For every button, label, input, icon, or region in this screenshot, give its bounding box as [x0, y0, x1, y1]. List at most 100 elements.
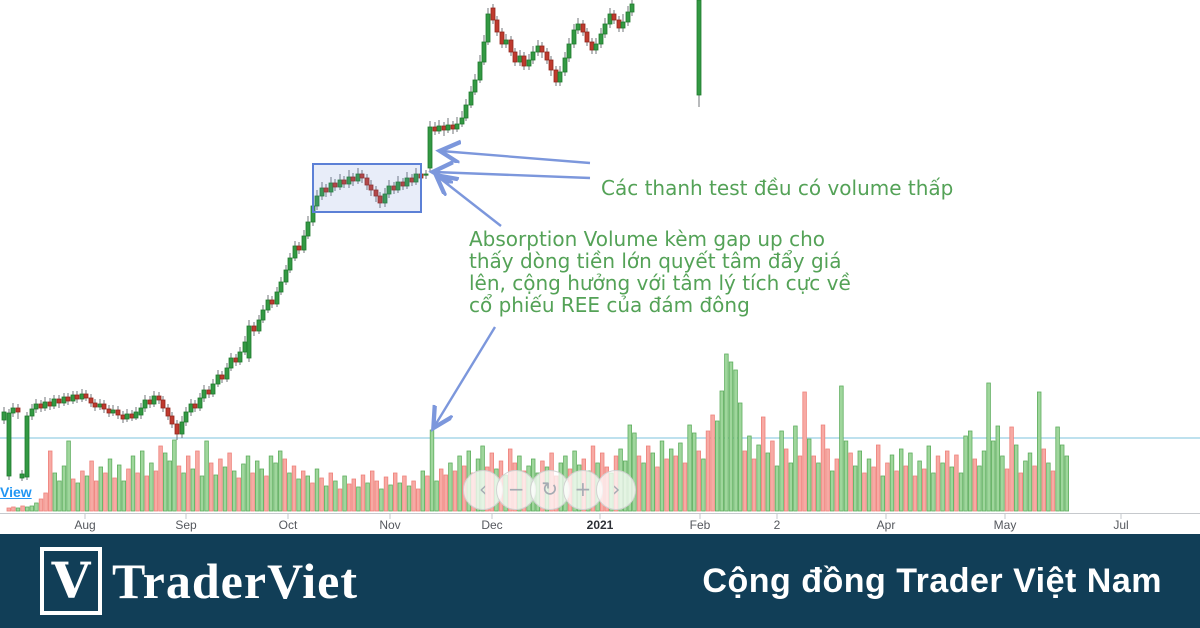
candle: [251, 325, 257, 332]
volume-bar: [650, 452, 655, 512]
candle: [481, 41, 487, 63]
volume-bar: [162, 452, 168, 512]
volume-bar: [24, 506, 30, 512]
annotation-arrow: [437, 176, 502, 227]
candle: [133, 411, 139, 419]
volume-bar: [222, 466, 228, 512]
candle: [246, 325, 252, 359]
candle: [147, 399, 153, 405]
candle: [535, 45, 541, 53]
volume-bar: [673, 455, 678, 512]
volume-bar: [972, 458, 977, 512]
volume-bar: [963, 435, 968, 512]
volume-bar: [830, 470, 835, 512]
volume-bar: [756, 444, 761, 512]
volume-bar: [935, 455, 941, 512]
volume-bar: [199, 475, 205, 512]
volume-bar: [733, 369, 738, 512]
volume-bar: [388, 484, 393, 512]
volume-bar: [885, 462, 890, 512]
candle: [571, 29, 577, 45]
volume-bar: [922, 468, 927, 512]
volume-bar: [862, 472, 867, 512]
volume-bar: [834, 458, 839, 512]
volume-bar: [236, 477, 241, 512]
volume-bar: [1027, 452, 1033, 512]
x-axis-label: May: [993, 518, 1017, 532]
candle: [494, 19, 500, 33]
candle: [566, 43, 572, 59]
candle: [553, 69, 559, 83]
candle: [539, 45, 545, 53]
candle: [237, 351, 243, 363]
volume-bar: [149, 462, 154, 512]
candle: [179, 421, 185, 435]
candle: [292, 245, 298, 259]
volume-bar: [908, 452, 913, 512]
volume-bar: [98, 466, 103, 512]
volume-bar: [678, 442, 683, 512]
x-axis-label: Dec: [481, 518, 503, 532]
candle: [341, 179, 347, 185]
volume-bar: [1023, 460, 1028, 512]
candle: [29, 408, 35, 417]
candle: [151, 395, 157, 405]
volume-bar: [682, 462, 688, 512]
volume-bar: [977, 465, 982, 512]
annotation-arrow: [434, 326, 497, 427]
candle: [589, 41, 595, 51]
volume-bar: [719, 390, 724, 512]
candle: [395, 181, 401, 191]
volume-bar: [181, 472, 186, 512]
volume-bar: [1046, 462, 1051, 512]
volume-bar: [66, 440, 71, 512]
candle: [169, 415, 175, 425]
candle: [427, 126, 433, 169]
candle: [301, 235, 307, 251]
volume-bar: [820, 424, 826, 512]
volume-bar: [728, 361, 734, 512]
volume-bar: [208, 462, 214, 512]
candle: [115, 409, 121, 416]
volume-bar: [710, 414, 715, 512]
volume-bar: [250, 472, 255, 512]
volume-bar: [991, 440, 996, 512]
x-axis-label: Oct: [278, 518, 298, 532]
volume-bar: [319, 477, 324, 512]
volume-bar: [889, 454, 895, 512]
volume-bar: [1004, 468, 1010, 512]
candle: [526, 59, 532, 67]
candle: [616, 19, 622, 29]
candle: [51, 398, 57, 407]
volume-bar: [75, 482, 80, 512]
volume-bar: [968, 430, 973, 512]
volume-bar: [52, 472, 57, 512]
candle: [88, 397, 94, 404]
volume-bar: [360, 474, 366, 512]
volume-bar: [351, 478, 356, 512]
candle: [377, 195, 383, 204]
volume-bar: [687, 424, 692, 512]
volume-bar: [761, 416, 766, 512]
tradingview-watermark-link[interactable]: View: [0, 484, 32, 500]
volume-bar: [701, 458, 706, 512]
candle: [485, 13, 491, 43]
candle: [192, 403, 198, 409]
volume-bar: [429, 429, 435, 512]
volume-bar: [296, 478, 301, 512]
candle: [120, 414, 126, 420]
candle: [503, 39, 509, 45]
volume-bar: [34, 502, 39, 512]
candle: [499, 31, 505, 45]
candle: [459, 117, 465, 125]
volume-bar: [636, 455, 642, 512]
nav-next-button[interactable]: ›: [596, 470, 637, 510]
volume-bar: [871, 466, 876, 512]
volume-bar: [917, 460, 922, 512]
volume-bar: [724, 353, 729, 512]
volume-bar: [218, 458, 223, 512]
volume-bar: [126, 468, 131, 512]
volume-bar: [48, 450, 53, 512]
volume-bar: [337, 488, 343, 512]
